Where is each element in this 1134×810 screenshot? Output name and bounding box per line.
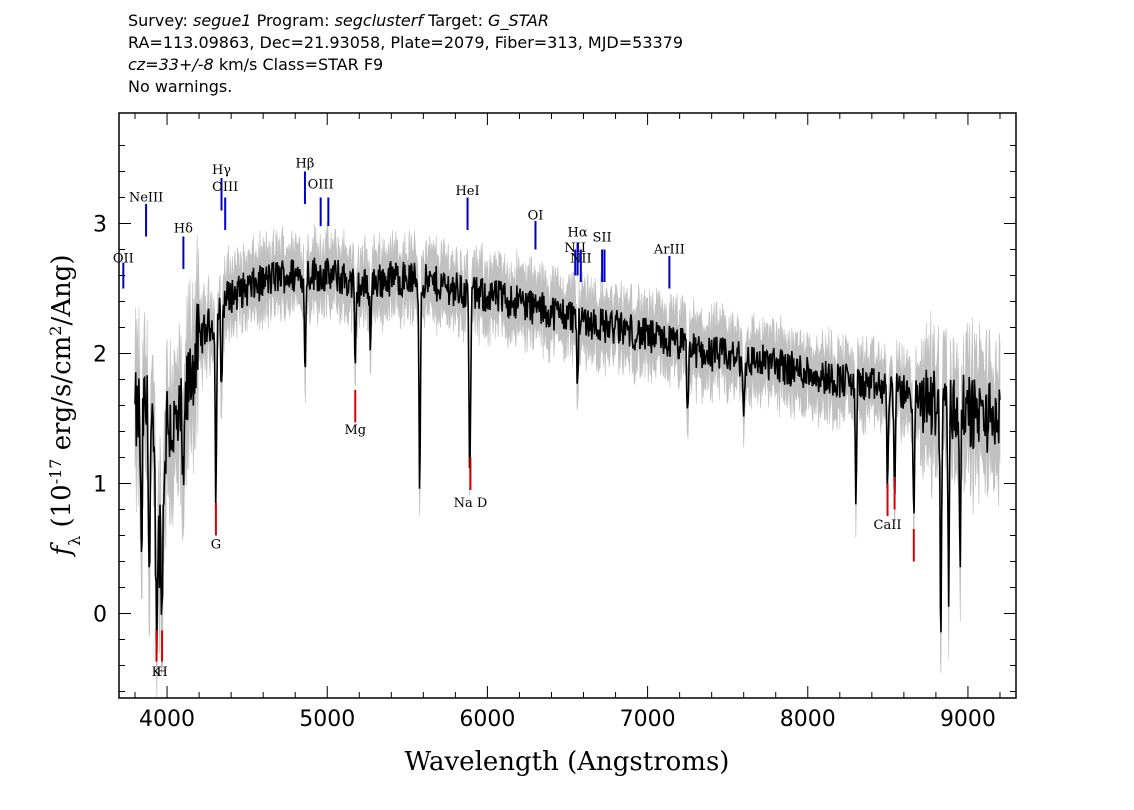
target-value: G_STAR bbox=[488, 11, 549, 30]
emission-line-label: OIII bbox=[308, 177, 334, 192]
emission-line-label: ArIII bbox=[653, 242, 685, 257]
emission-line-label: Hβ bbox=[296, 157, 315, 172]
program-value: segclusterf bbox=[334, 11, 423, 30]
emission-line-label: HeI bbox=[455, 184, 479, 199]
x-tick-label: 4000 bbox=[139, 707, 195, 732]
program-label: Program: bbox=[256, 11, 330, 30]
absorption-line-label: Na D bbox=[454, 496, 488, 511]
survey-line: Survey: segue1 Program: segclusterf Targ… bbox=[128, 10, 683, 32]
warnings-line: No warnings. bbox=[128, 77, 233, 96]
x-tick-label: 7000 bbox=[620, 707, 676, 732]
y-axis-title: fλ (10-17 erg/s/cm2/Ang) bbox=[46, 254, 84, 557]
survey-value: segue1 bbox=[192, 11, 252, 30]
absorption-line-label: CaII bbox=[874, 518, 902, 533]
axis-ticks: 4000 5000 6000 7000 8000 9000 0 1 2 3 bbox=[93, 113, 1016, 732]
absorption-line-label: H bbox=[156, 665, 167, 680]
emission-line-label: NII bbox=[570, 252, 592, 267]
target-label: Target: bbox=[428, 11, 483, 30]
y-tick-label: 0 bbox=[93, 603, 107, 628]
emission-line-label: SII bbox=[593, 231, 612, 246]
emission-line-label: OIII bbox=[212, 180, 238, 195]
cz-value: cz=33+/-8 bbox=[128, 55, 214, 74]
emission-line-label: OI bbox=[528, 209, 544, 224]
spectrum-header: Survey: segue1 Program: segclusterf Targ… bbox=[128, 10, 683, 98]
emission-line-label: Hδ bbox=[174, 222, 193, 237]
cz-unit: km/s bbox=[218, 55, 258, 74]
error-band bbox=[134, 221, 1001, 698]
survey-label: Survey: bbox=[128, 11, 188, 30]
absorption-line-label: K bbox=[152, 665, 162, 680]
y-tick-label: 3 bbox=[93, 213, 107, 238]
x-tick-label: 5000 bbox=[299, 707, 355, 732]
emission-line-label: Hα bbox=[568, 226, 588, 241]
x-tick-label: 6000 bbox=[459, 707, 515, 732]
emission-line-label: NeIII bbox=[129, 190, 163, 205]
x-tick-label: 9000 bbox=[940, 707, 996, 732]
emission-line-label: Hγ bbox=[212, 163, 231, 178]
emission-line-label: OII bbox=[113, 252, 134, 267]
coords-line: RA=113.09863, Dec=21.93058, Plate=2079, … bbox=[128, 33, 684, 52]
y-tick-label: 2 bbox=[93, 343, 107, 368]
flux-series-line bbox=[134, 257, 1001, 654]
y-axis-title-text: fλ (10-17 erg/s/cm2/Ang) bbox=[46, 254, 84, 557]
y-tick-label: 1 bbox=[93, 473, 107, 498]
redshift-line: cz=33+/-8 km/s Class=STAR F9 bbox=[128, 54, 683, 76]
class-value: Class=STAR F9 bbox=[262, 55, 384, 74]
x-tick-label: 8000 bbox=[780, 707, 836, 732]
x-axis-title: Wavelength (Angstroms) bbox=[405, 747, 730, 777]
absorption-line-label: Mg bbox=[344, 423, 366, 438]
absorption-line-label: G bbox=[211, 538, 221, 553]
series-layer bbox=[134, 221, 1001, 698]
plot-area bbox=[134, 221, 1001, 698]
